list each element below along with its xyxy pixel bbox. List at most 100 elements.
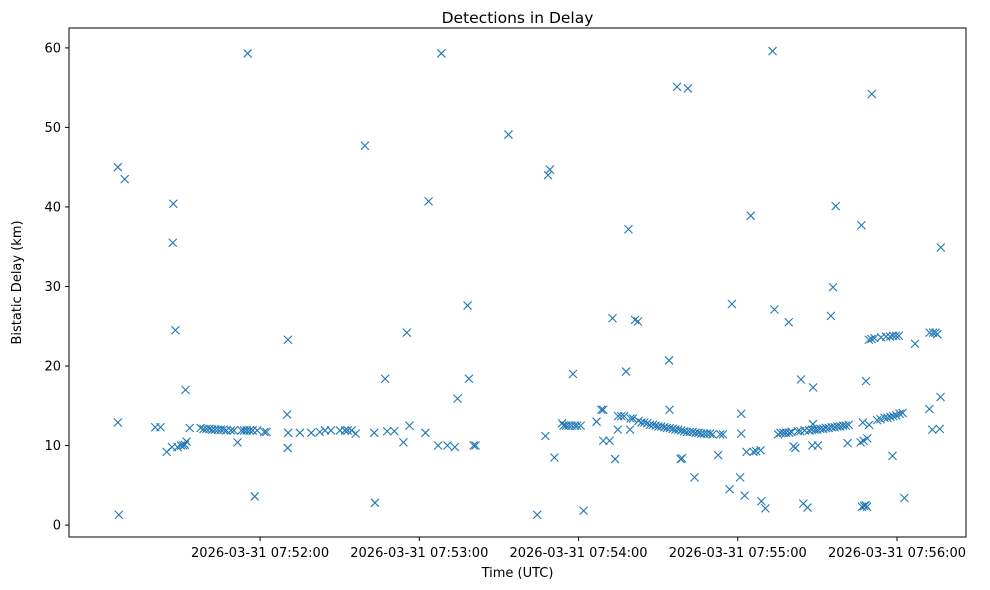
data-point-238 [935, 424, 945, 434]
data-point-73 [469, 441, 479, 450]
data-point-150 [736, 429, 746, 438]
data-point-55 [360, 141, 370, 151]
data-point-202 [858, 418, 868, 427]
data-point-42 [282, 410, 292, 419]
data-point-197 [843, 438, 853, 448]
data-point-154 [749, 447, 758, 457]
x-tick-label-2: 2026-03-31 07:54:00 [509, 546, 647, 561]
data-point-206 [861, 376, 871, 386]
data-point-219 [883, 413, 892, 423]
data-point-158 [760, 503, 770, 513]
data-point-112 [642, 418, 652, 428]
data-point-56 [369, 428, 379, 438]
y-tick-label-6: 60 [44, 41, 61, 56]
data-point-100 [616, 411, 626, 421]
data-point-174 [800, 426, 810, 435]
data-point-57 [370, 498, 380, 508]
y-tick-label-4: 40 [44, 200, 61, 215]
data-point-28 [226, 426, 236, 435]
data-point-141 [705, 429, 715, 438]
data-point-188 [826, 311, 836, 321]
data-point-125 [672, 82, 682, 92]
data-point-70 [453, 394, 462, 404]
data-point-94 [598, 436, 608, 446]
data-point-88 [572, 421, 582, 431]
plot-frame [68, 27, 967, 538]
data-point-75 [504, 130, 513, 139]
data-point-190 [828, 282, 838, 292]
data-point-52 [343, 426, 353, 435]
data-point-172 [796, 375, 806, 384]
data-point-132 [683, 84, 693, 93]
data-point-209 [864, 335, 874, 345]
data-point-207 [862, 502, 872, 512]
data-point-53 [347, 426, 357, 435]
data-points [113, 46, 946, 520]
data-point-151 [740, 491, 750, 501]
data-point-39 [259, 427, 269, 437]
chart-title: Detections in Delay [442, 9, 594, 27]
data-point-204 [859, 501, 869, 511]
data-point-60 [389, 426, 399, 436]
data-point-157 [756, 496, 766, 506]
data-point-5 [156, 422, 165, 432]
data-point-40 [262, 427, 271, 437]
data-point-65 [424, 196, 433, 206]
data-point-47 [315, 427, 325, 437]
data-point-1 [113, 418, 123, 427]
data-point-149 [736, 409, 746, 419]
data-point-224 [888, 451, 897, 461]
data-point-29 [229, 426, 239, 435]
data-point-237 [932, 329, 942, 339]
data-point-81 [557, 418, 567, 428]
data-point-109 [634, 416, 643, 426]
data-point-240 [936, 243, 946, 252]
x-axis-ticks: 2026-03-31 07:52:00 2026-03-31 07:53:00 20… [191, 537, 966, 561]
data-point-111 [639, 418, 649, 427]
data-point-135 [690, 472, 699, 482]
data-point-91 [592, 417, 601, 427]
data-point-107 [630, 315, 640, 325]
data-point-64 [421, 428, 430, 438]
data-point-54 [351, 429, 361, 438]
y-tick-label-0: 0 [53, 519, 61, 534]
data-point-61 [398, 437, 408, 447]
data-point-228 [895, 409, 905, 419]
data-point-58 [380, 374, 390, 384]
data-point-97 [610, 454, 620, 464]
data-point-46 [306, 428, 316, 438]
data-point-36 [248, 426, 258, 435]
data-point-232 [924, 404, 934, 414]
data-point-105 [626, 414, 635, 423]
data-point-169 [790, 443, 800, 453]
data-point-66 [433, 441, 443, 450]
data-point-234 [927, 425, 937, 435]
data-point-156 [756, 445, 765, 455]
data-point-16 [180, 440, 190, 450]
y-tick-label-3: 30 [44, 280, 61, 295]
data-point-49 [326, 426, 336, 435]
data-point-98 [613, 425, 623, 435]
data-point-147 [727, 299, 737, 309]
data-point-145 [718, 430, 728, 439]
data-point-90 [579, 506, 588, 516]
data-point-92 [596, 405, 606, 415]
data-point-212 [867, 334, 876, 344]
data-point-200 [856, 437, 866, 447]
data-point-78 [543, 170, 553, 180]
data-point-62 [402, 328, 412, 337]
data-point-69 [450, 442, 460, 452]
data-point-101 [619, 411, 629, 421]
data-point-153 [746, 211, 756, 221]
data-point-148 [735, 472, 745, 482]
data-point-7 [168, 199, 178, 209]
data-point-143 [713, 450, 723, 460]
data-point-67 [436, 49, 446, 58]
data-point-117 [656, 422, 666, 431]
data-point-59 [382, 426, 392, 436]
data-point-45 [295, 428, 305, 438]
data-point-126 [673, 425, 683, 435]
y-axis-ticks: 0 10 20 30 40 50 60 [44, 41, 69, 534]
data-point-179 [808, 383, 818, 392]
